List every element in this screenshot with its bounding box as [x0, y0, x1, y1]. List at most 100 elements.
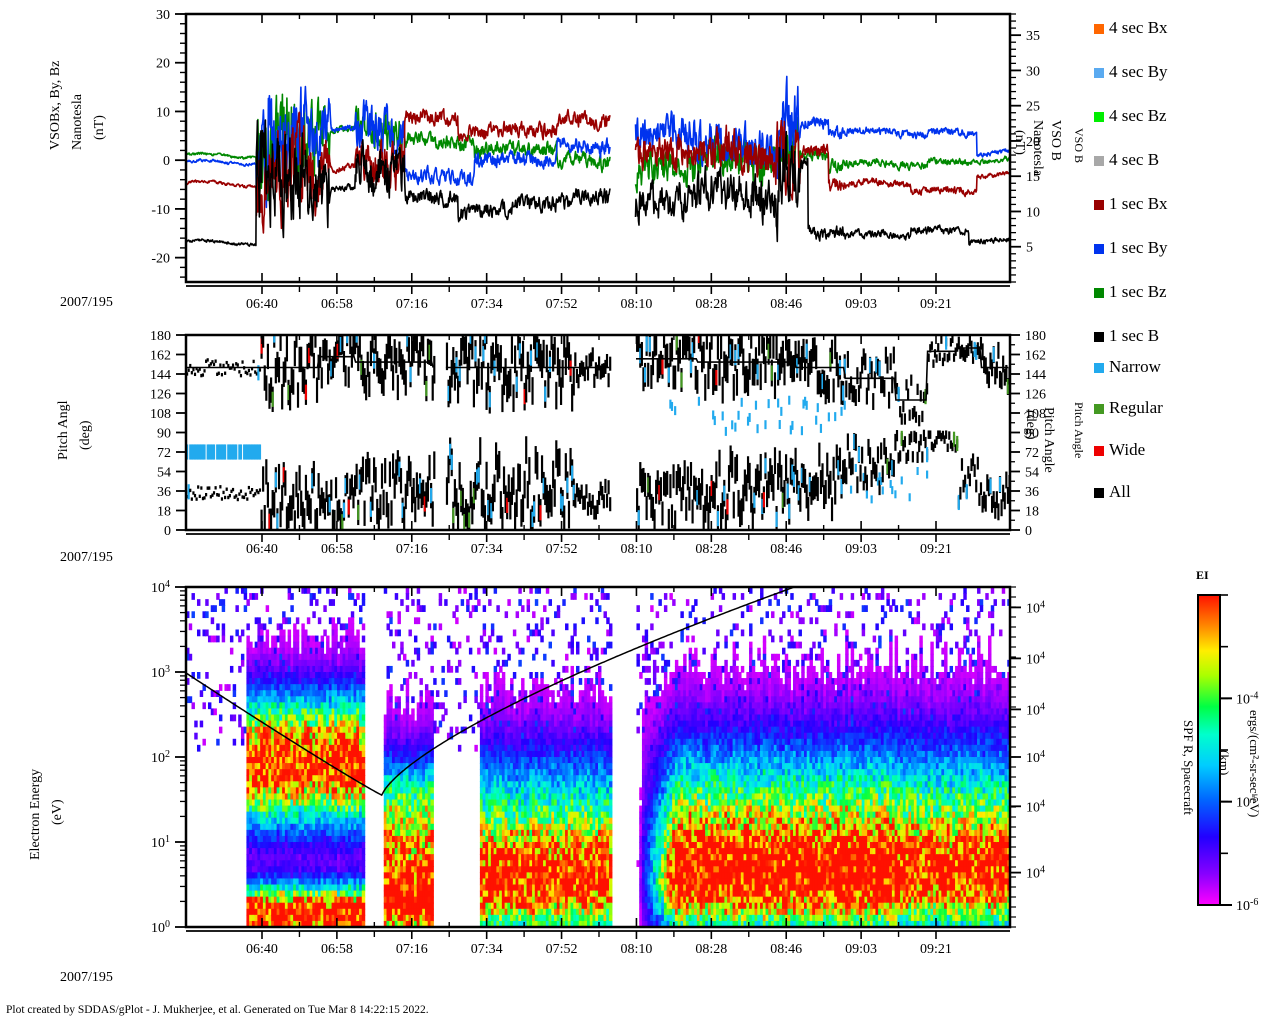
svg-text:104: 104 [1026, 650, 1045, 667]
svg-text:07:16: 07:16 [396, 297, 428, 312]
svg-text:-10: -10 [151, 203, 170, 218]
legend-swatch [1094, 24, 1104, 35]
svg-text:-20: -20 [151, 252, 170, 267]
legend-item-1-sec-bz[interactable]: 1 sec Bz [1094, 282, 1167, 302]
panel1-left-axis-unit2: (nT) [92, 115, 107, 140]
svg-text:104: 104 [1026, 701, 1045, 718]
svg-text:20: 20 [1026, 135, 1040, 150]
svg-text:09:21: 09:21 [920, 542, 952, 555]
panel2-left-axis-unit: (deg) [78, 420, 93, 450]
svg-text:30: 30 [1026, 64, 1040, 79]
svg-text:10: 10 [1026, 205, 1040, 220]
legend-label: Narrow [1109, 357, 1161, 376]
panel2-left-axis-title: Pitch Angl [56, 400, 71, 460]
svg-text:72: 72 [1025, 446, 1039, 461]
panel-electron-spectrogram: 100 101 102 103 104 104 104 104 104 104 104 06:40… [0, 575, 1080, 975]
legend-swatch [1094, 332, 1104, 343]
svg-text:180: 180 [1025, 329, 1046, 344]
legend-label: 4 sec By [1109, 62, 1168, 81]
svg-text:07:16: 07:16 [396, 542, 428, 555]
svg-text:100: 100 [151, 919, 170, 936]
panel2-right-axis-title: Pitch Angle [1041, 407, 1056, 473]
svg-text:5: 5 [1026, 241, 1033, 256]
legend-item-4-sec-by[interactable]: 4 sec By [1094, 62, 1168, 82]
legend-swatch [1094, 244, 1104, 255]
legend-item-1-sec-bx[interactable]: 1 sec Bx [1094, 194, 1168, 214]
svg-text:0: 0 [163, 154, 170, 169]
svg-text:126: 126 [1025, 388, 1046, 403]
p1-left-title-text: VSOBx, By, Bz [48, 60, 63, 150]
svg-text:104: 104 [151, 579, 170, 596]
svg-text:06:40: 06:40 [246, 297, 278, 312]
legend-item-regular[interactable]: Regular [1094, 398, 1163, 418]
svg-text:35: 35 [1026, 29, 1040, 44]
legend-label: 1 sec Bz [1109, 282, 1167, 301]
svg-text:104: 104 [1026, 749, 1045, 766]
legend-item-narrow[interactable]: Narrow [1094, 357, 1161, 377]
colorbar-svg: 10-410-510-6 [1197, 594, 1258, 914]
panel1-left-axis-unit1: Nanotesla [70, 94, 85, 150]
svg-text:36: 36 [157, 485, 171, 500]
legend-swatch [1094, 363, 1104, 374]
legend-item-wide[interactable]: Wide [1094, 440, 1145, 460]
svg-text:162: 162 [150, 349, 171, 364]
svg-text:07:34: 07:34 [471, 542, 503, 555]
svg-text:09:03: 09:03 [845, 297, 877, 312]
legend-label: Regular [1109, 398, 1163, 417]
svg-text:90: 90 [1025, 427, 1039, 442]
svg-text:08:46: 08:46 [770, 297, 802, 312]
legend-swatch [1094, 112, 1104, 123]
legend-swatch [1094, 156, 1104, 167]
legend-label: 4 sec B [1109, 150, 1160, 169]
svg-text:36: 36 [1025, 485, 1039, 500]
svg-text:104: 104 [1026, 798, 1045, 815]
legend-item-1-sec-b[interactable]: 1 sec B [1094, 326, 1159, 346]
legend-label: Wide [1109, 440, 1146, 459]
svg-text:07:52: 07:52 [546, 297, 578, 312]
svg-text:102: 102 [151, 749, 170, 766]
svg-text:144: 144 [150, 368, 171, 383]
svg-text:20: 20 [156, 57, 170, 72]
legend-label: 4 sec Bx [1109, 18, 1168, 37]
svg-text:30: 30 [156, 8, 170, 23]
legend-item-4-sec-bx[interactable]: 4 sec Bx [1094, 18, 1168, 38]
legend-item-4-sec-bz[interactable]: 4 sec Bz [1094, 106, 1167, 126]
svg-text:108: 108 [150, 407, 171, 422]
svg-text:72: 72 [157, 446, 171, 461]
svg-text:15: 15 [1026, 170, 1040, 185]
svg-text:06:40: 06:40 [246, 542, 278, 555]
svg-text:08:28: 08:28 [695, 542, 727, 555]
legend-label: 1 sec By [1109, 238, 1168, 257]
svg-text:18: 18 [157, 505, 171, 520]
colorbar-unit: ergs/(cm²-sr-sec-eV) [1247, 710, 1262, 818]
svg-text:25: 25 [1026, 100, 1040, 115]
legend-swatch [1094, 288, 1104, 299]
panel1-right-axis-unit1: Nanotesla [1030, 120, 1045, 176]
panel-pitch-angle: 180 162 144 126 108 90 72 54 36 18 0 180 162 144 126 1… [0, 325, 1080, 555]
legend-swatch [1094, 200, 1104, 211]
legend-item-all[interactable]: All [1094, 482, 1131, 502]
panel1-svg: 30 20 10 0 -10 -20 35 30 25 20 15 10 5 06:40 06:58 07… [151, 8, 1040, 312]
svg-text:06:58: 06:58 [321, 297, 353, 312]
svg-text:54: 54 [1025, 466, 1039, 481]
colorbar-title: EI [1196, 568, 1209, 582]
legend: 4 sec Bx 4 sec By 4 sec Bz 4 sec B 1 sec Bx 1… [1080, 0, 1280, 530]
svg-text:18: 18 [1025, 505, 1039, 520]
svg-text:08:28: 08:28 [695, 297, 727, 312]
svg-text:08:46: 08:46 [770, 542, 802, 555]
svg-text:54: 54 [157, 466, 171, 481]
legend-label: 1 sec B [1109, 326, 1160, 345]
panel1-date-label: 2007/195 [60, 295, 113, 310]
legend-item-1-sec-by[interactable]: 1 sec By [1094, 238, 1168, 258]
legend-item-4-sec-b[interactable]: 4 sec B [1094, 150, 1159, 170]
legend-swatch [1094, 488, 1104, 499]
panel3-date-label: 2007/195 [60, 970, 113, 985]
panel1-left-axis-title: VSOBx, By, Bz [48, 61, 64, 150]
colorbar: 10-4 10-5 10-6 [1190, 590, 1280, 920]
svg-text:0: 0 [164, 524, 171, 539]
panel-magnetic-field: 30 20 10 0 -10 -20 35 30 25 20 15 10 5 06:40 06:58 07… [0, 0, 1080, 320]
svg-text:104: 104 [1026, 599, 1045, 616]
svg-text:09:21: 09:21 [920, 297, 952, 312]
